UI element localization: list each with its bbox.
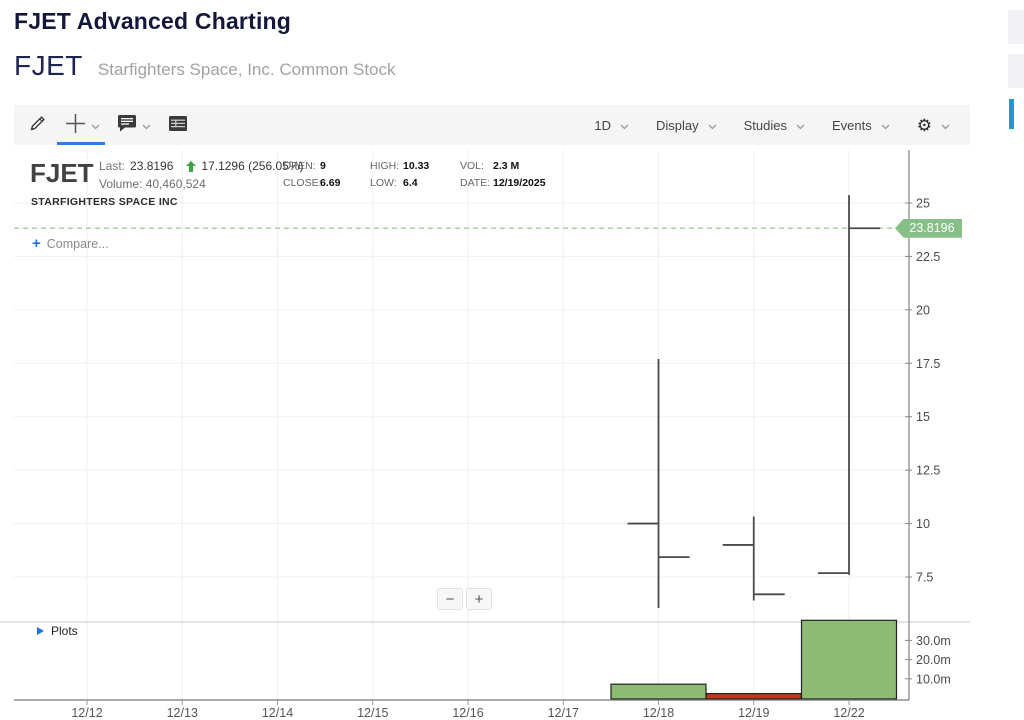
security-name: Starfighters Space, Inc. Common Stock (97, 60, 396, 79)
x-axis-label: 12/16 (452, 706, 483, 720)
quote-volume-line: Volume: 40,460,524 (99, 177, 206, 191)
chevron-down-icon (620, 118, 629, 133)
price-tick-label: 20 (916, 303, 930, 317)
volume-tick-label: 20.0m (916, 653, 951, 667)
annotation-tool-button[interactable] (118, 105, 151, 145)
compare-label: Compare... (46, 236, 109, 251)
date-label: DATE: (460, 176, 491, 189)
chevron-down-icon (941, 118, 950, 133)
volume-label: Volume: (99, 177, 143, 191)
plus-icon: + (32, 235, 41, 252)
up-arrow-icon (186, 160, 197, 172)
last-price-tag: 23.8196 (895, 218, 962, 238)
triangle-right-icon (37, 627, 44, 635)
menu-events-label: Events (832, 117, 872, 133)
menu-studies[interactable]: Studies (744, 118, 805, 133)
cutoff-button-top[interactable] (1008, 10, 1024, 44)
change-value: 17.1296 (256.05%) (201, 159, 304, 173)
quote-last-line: Last: 23.8196 17.1296 (256.05%) (99, 159, 303, 173)
quote-symbol: FJET (30, 158, 94, 188)
x-axis-label: 12/18 (643, 706, 674, 720)
x-axis-label: 12/22 (833, 706, 864, 720)
x-axis-label: 12/13 (167, 706, 198, 720)
scroll-indicator (1009, 99, 1014, 129)
open-label: OPEN: (283, 160, 316, 172)
volume-bar (705, 692, 802, 700)
x-axis-label: 12/12 (71, 706, 102, 720)
zoom-controls: − + (437, 588, 492, 610)
chevron-down-icon (142, 118, 151, 133)
vol-label: VOL: (460, 160, 484, 172)
volume-tick-label: 30.0m (916, 634, 951, 648)
plots-label: Plots (51, 624, 78, 638)
zoom-in-button[interactable]: + (466, 588, 492, 610)
price-tick-label: 15 (916, 410, 930, 424)
stats-high-low: HIGH: 10.33 LOW: 6.4 (370, 158, 429, 191)
settings-menu[interactable]: ⚙ (917, 117, 950, 134)
symbol-header: FJET Starfighters Space, Inc. Common Sto… (14, 50, 396, 82)
chart-toolbar: 1D Display Studies Events ⚙ (14, 105, 970, 145)
high-label: HIGH: (370, 160, 400, 172)
volume-bar (800, 619, 898, 700)
toolbar-left-group (14, 105, 187, 145)
last-label: Last: (99, 159, 126, 173)
chevron-down-icon (91, 118, 100, 133)
volume-tick-label: 10.0m (916, 672, 951, 686)
menu-events[interactable]: Events (832, 118, 890, 133)
x-axis-label: 12/19 (738, 706, 769, 720)
low-value: 6.4 (403, 176, 418, 189)
pencil-icon (28, 114, 47, 136)
gear-icon: ⚙ (916, 115, 932, 135)
cutoff-button-bottom[interactable] (1008, 54, 1024, 88)
table-icon (169, 116, 187, 134)
price-tick-label: 10 (916, 517, 930, 531)
zoom-out-button[interactable]: − (437, 588, 463, 610)
last-value: 23.8196 (130, 159, 174, 173)
menu-studies-label: Studies (743, 117, 787, 133)
price-tick-label: 7.5 (916, 570, 933, 584)
chevron-down-icon (796, 118, 805, 133)
price-tick-label: 17.5 (916, 357, 940, 371)
close-label: CLOSE: (283, 176, 322, 189)
stats-vol-date: VOL: 2.3 M DATE: 12/19/2025 (460, 158, 546, 191)
x-axis-label: 12/17 (548, 706, 579, 720)
table-view-button[interactable] (169, 105, 187, 145)
draw-tool-button[interactable] (28, 105, 47, 145)
x-axis-label: 12/14 (262, 706, 293, 720)
volume-value: 40,460,524 (145, 177, 206, 191)
price-tick-label: 25 (916, 197, 930, 211)
stats-open-close: OPEN: 9 CLOSE:6.69 (283, 158, 340, 191)
price-tick-label: 12.5 (916, 464, 940, 478)
date-value: 12/19/2025 (493, 176, 546, 189)
menu-display[interactable]: Display (656, 118, 717, 133)
annotation-icon (118, 115, 137, 135)
crosshair-icon (65, 113, 86, 137)
volume-bar (610, 683, 707, 700)
period-label: 1D (594, 117, 611, 133)
compare-button[interactable]: + Compare... (32, 236, 109, 251)
page-title: FJET Advanced Charting (14, 8, 292, 34)
period-selector[interactable]: 1D (594, 118, 629, 133)
symbol-ticker: FJET (14, 50, 83, 81)
chevron-down-icon (881, 118, 890, 133)
plots-toggle[interactable]: Plots (37, 624, 78, 638)
high-value: 10.33 (403, 160, 430, 172)
active-tool-underline (57, 142, 105, 145)
chevron-down-icon (708, 118, 717, 133)
crosshair-tool-button[interactable] (57, 105, 105, 145)
low-label: LOW: (370, 176, 397, 189)
price-tick-label: 22.5 (916, 250, 940, 264)
close-value: 6.69 (320, 176, 341, 189)
open-value: 9 (320, 160, 326, 172)
menu-display-label: Display (656, 117, 699, 133)
vol-value: 2.3 M (493, 160, 520, 172)
toolbar-right-group: 1D Display Studies Events ⚙ (594, 117, 970, 134)
x-axis-label: 12/15 (357, 706, 388, 720)
company-name: STARFIGHTERS SPACE INC (31, 196, 178, 208)
